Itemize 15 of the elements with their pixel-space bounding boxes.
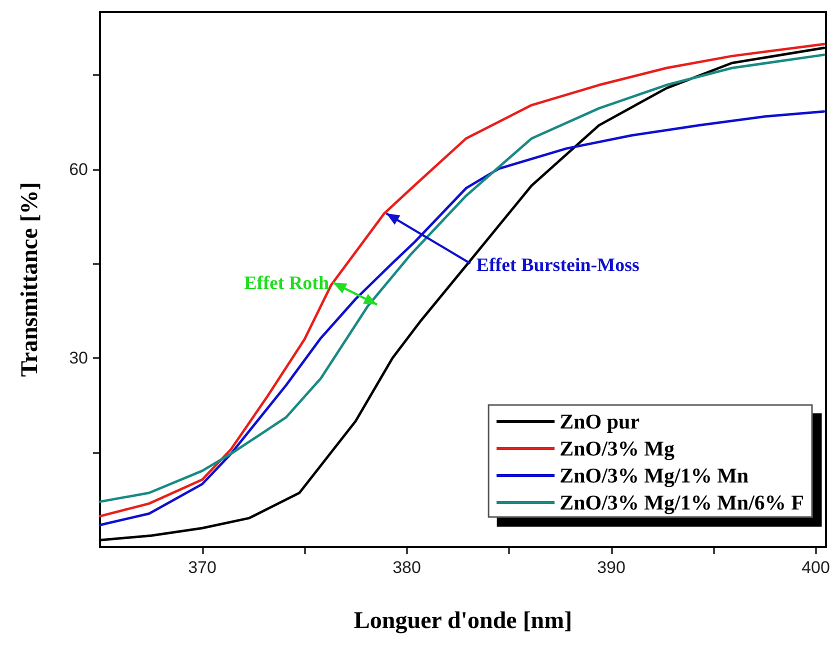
- y-tick-label: 30: [69, 348, 88, 368]
- legend-label: ZnO/3% Mg/1% Mn/6% F: [560, 490, 804, 514]
- legend-label: ZnO pur: [560, 410, 640, 434]
- annotation: Effet Roth: [244, 272, 330, 295]
- x-tick-label: 390: [597, 558, 626, 577]
- x-tick-label: 380: [392, 558, 421, 577]
- x-tick-label: 400: [802, 558, 830, 577]
- x-axis-title: Longuer d'onde [nm]: [354, 608, 572, 634]
- annotation: Effet Burstein-Moss: [476, 255, 640, 278]
- y-tick-label: 60: [69, 160, 88, 179]
- line-series: [98, 110, 826, 526]
- y-axis-title: Transmittance [%]: [17, 182, 43, 377]
- legend-label: ZnO/3% Mg/1% Mn: [560, 464, 749, 488]
- x-tick-label: 370: [188, 558, 216, 577]
- legend-label: ZnO/3% Mg: [560, 436, 676, 460]
